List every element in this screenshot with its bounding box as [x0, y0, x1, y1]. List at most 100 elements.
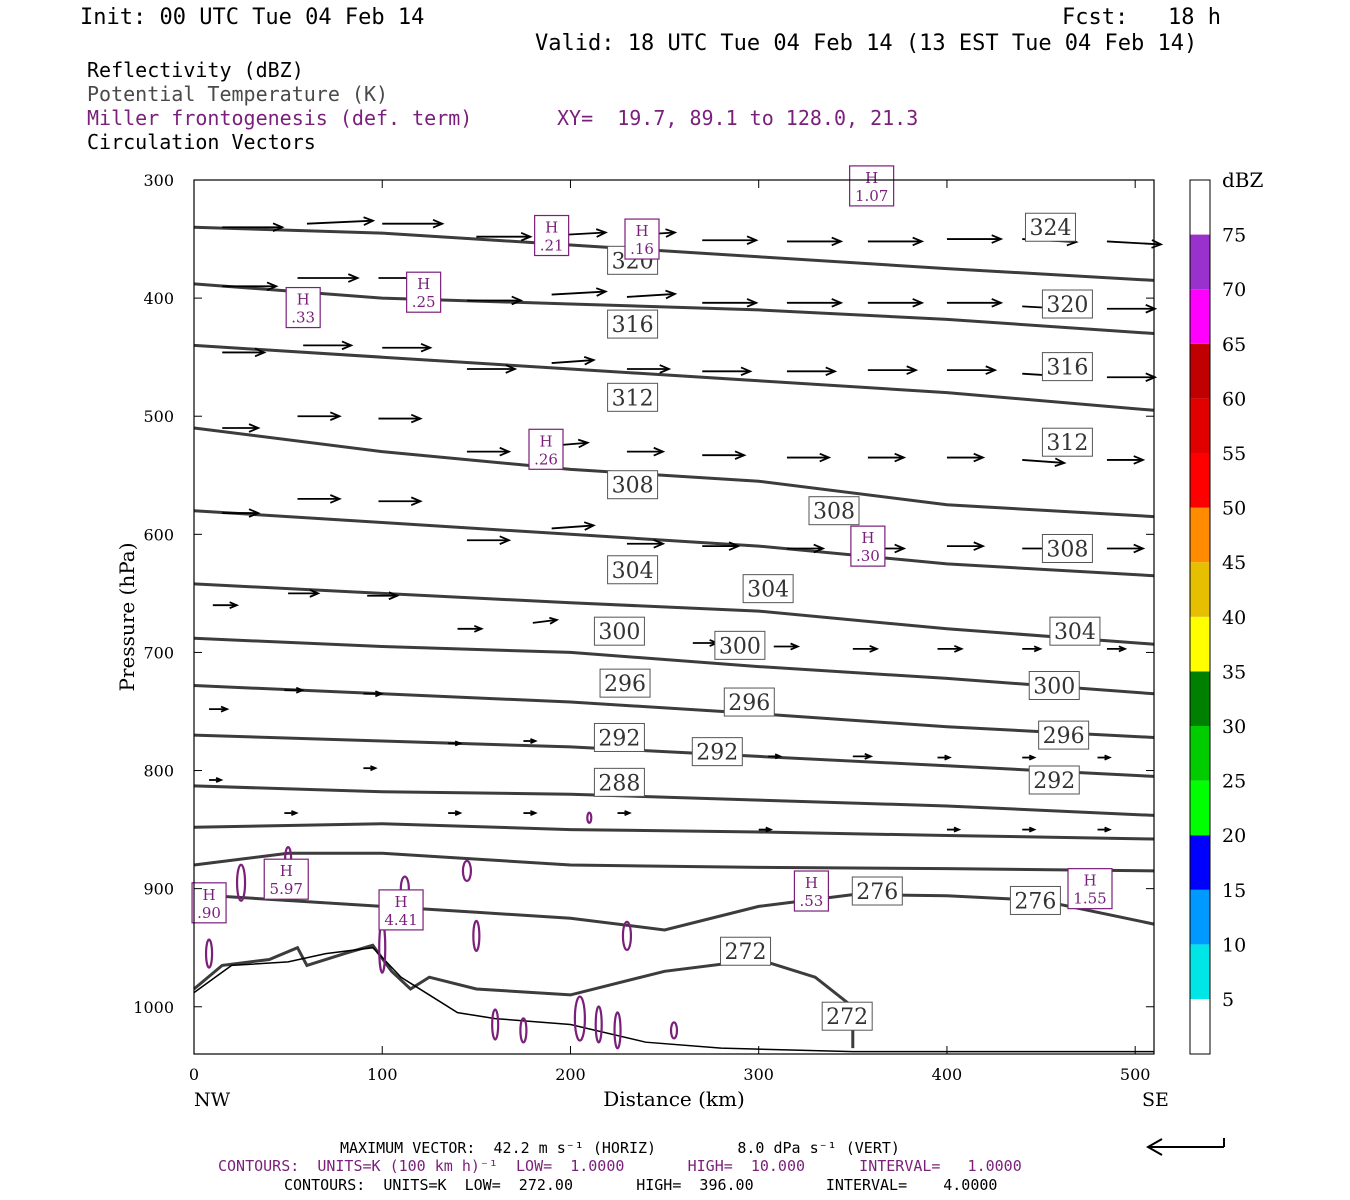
theta-label: 316 [607, 309, 659, 339]
svg-text:H: H [865, 169, 878, 187]
theta-contour-324 [193, 225, 1155, 282]
circulation-vector [1022, 457, 1067, 467]
y-tick-label: 600 [143, 525, 174, 544]
colorbar-tick-label: 60 [1222, 388, 1246, 410]
theta-contour-316 [193, 343, 1155, 412]
legend-reflectivity: Reflectivity (dBZ) [87, 58, 304, 82]
svg-text:.26: .26 [534, 450, 558, 468]
circulation-vector [523, 738, 538, 744]
svg-text:.25: .25 [412, 293, 436, 311]
svg-text:272: 272 [725, 940, 767, 965]
circulation-vector [702, 541, 741, 551]
circulation-vector [852, 752, 874, 760]
frontogenesis-max-label: H.21 [534, 214, 570, 257]
fronto-contour [461, 859, 473, 883]
svg-text:H: H [539, 432, 552, 450]
svg-text:308: 308 [1046, 537, 1088, 562]
theta-label: 320 [1041, 289, 1093, 319]
cross-section-endpoints: XY= 19.7, 89.1 to 128.0, 21.3 [557, 106, 919, 130]
circulation-vector [523, 810, 538, 816]
theta-contour-272 [193, 943, 855, 1049]
circulation-vector [466, 364, 518, 374]
terrain-line [193, 946, 1154, 1053]
colorbar-segment [1190, 507, 1210, 563]
svg-text:312: 312 [612, 386, 654, 411]
frontogenesis-contours [204, 811, 679, 1050]
colorbar-segment [1190, 889, 1210, 945]
circulation-vector [1097, 754, 1112, 761]
colorbar-tick-label: 40 [1222, 607, 1246, 629]
theta-label: 296 [1038, 720, 1090, 750]
svg-text:.53: .53 [799, 892, 823, 910]
init-time: Init: 00 UTC Tue 04 Feb 14 [80, 5, 425, 30]
theta-label: 308 [607, 470, 659, 500]
circulation-vector [786, 298, 844, 308]
circulation-vector [946, 234, 1004, 244]
x-axis-left-label: NW [194, 1089, 231, 1111]
circulation-vector [466, 446, 512, 457]
circulation-vector [551, 287, 608, 297]
svg-text:.16: .16 [630, 240, 654, 258]
frontogenesis-max-label: H1.55 [1067, 868, 1113, 910]
colorbar-tick-label: 5 [1222, 989, 1234, 1011]
circulation-vector [937, 754, 952, 761]
colorbar-segment [1190, 562, 1210, 617]
svg-text:H: H [861, 529, 874, 547]
x-tick-label: 200 [555, 1065, 586, 1084]
theta-contour-288 [193, 784, 1155, 817]
circulation-vector [551, 521, 596, 531]
colorbar-segment-bottom [1190, 999, 1210, 1054]
svg-text:300: 300 [1033, 675, 1075, 700]
colorbar-frame [1189, 179, 1211, 1055]
x-tick-label: 400 [932, 1065, 963, 1084]
x-axis-title: Distance (km) [603, 1087, 745, 1111]
svg-text:276: 276 [856, 880, 898, 905]
svg-text:292: 292 [696, 741, 738, 766]
circulation-vector [692, 639, 720, 647]
theta-label: 304 [607, 555, 659, 585]
svg-text:H: H [635, 222, 648, 240]
frontogenesis-max-label: H.25 [406, 271, 442, 313]
circulation-vector [1022, 826, 1037, 833]
circulation-vector [457, 624, 484, 633]
svg-text:316: 316 [612, 313, 654, 338]
colorbar-title: dBZ [1222, 168, 1264, 192]
colorbar-tick-label: 30 [1222, 716, 1246, 738]
legend-theta: Potential Temperature (K) [87, 82, 389, 106]
colorbar-tick-label: 45 [1222, 552, 1246, 574]
colorbar-segment-top [1190, 180, 1210, 235]
circulation-vector [209, 705, 230, 713]
circulation-vector [867, 236, 925, 247]
svg-text:.90: .90 [197, 904, 221, 922]
circulation-vector [297, 411, 342, 421]
y-tick-label: 1000 [133, 998, 174, 1017]
svg-text:H: H [417, 275, 430, 293]
svg-text:296: 296 [1043, 724, 1085, 749]
colorbar-tick-label: 35 [1222, 661, 1246, 683]
circulation-vector [946, 298, 1004, 308]
frontogenesis-maxima: H1.07H.21H.16H.33H.25H.26H.30H.90H5.97H4… [191, 165, 1113, 931]
svg-text:H: H [545, 219, 558, 237]
colorbar-tick-label: 25 [1222, 771, 1246, 793]
circulation-vector [303, 340, 354, 351]
colorbar-segment [1190, 289, 1210, 344]
circulation-vector [867, 365, 919, 375]
circulation-vector [222, 508, 261, 518]
svg-text:316: 316 [1046, 356, 1088, 381]
colorbar-tick-label: 20 [1222, 825, 1246, 847]
circulation-vector [288, 589, 321, 598]
circulation-vector [1106, 543, 1146, 554]
axes: 300 400 500 600 700 800 900 1000 0 100 200 300 400 50… [133, 171, 1154, 1084]
x-tick-label: 500 [1120, 1065, 1151, 1084]
theta-label: 304 [1049, 616, 1101, 646]
colorbar-segment [1190, 343, 1210, 399]
theta-label: 288 [593, 767, 645, 797]
circulation-vector [626, 289, 678, 300]
theta-label: 292 [691, 737, 743, 767]
circulation-vector [937, 645, 964, 653]
svg-text:H: H [297, 291, 310, 309]
colorbar-tick-label: 15 [1222, 880, 1246, 902]
theta-contour-308 [193, 509, 1155, 578]
circulation-vector [773, 642, 801, 651]
svg-text:H: H [1083, 872, 1096, 890]
